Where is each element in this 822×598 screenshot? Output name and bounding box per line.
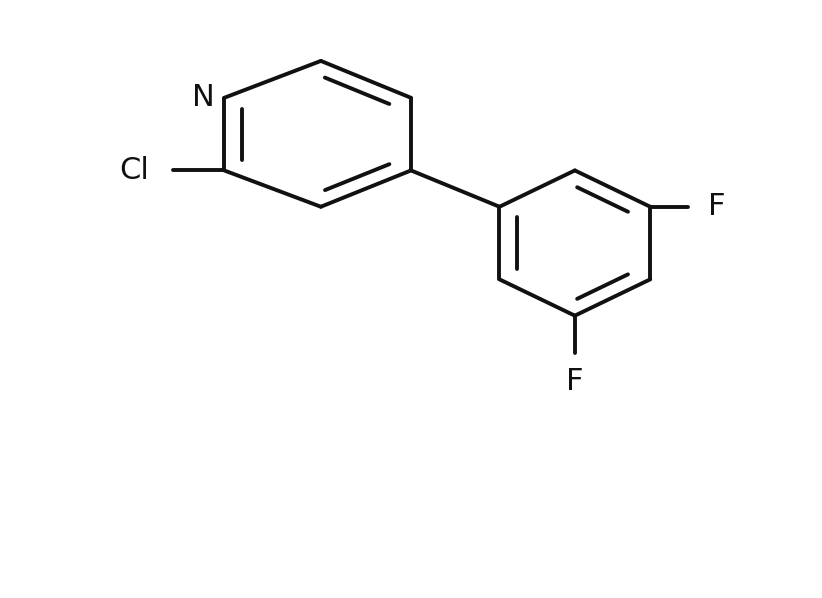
Text: N: N xyxy=(192,83,215,112)
Text: F: F xyxy=(709,192,726,221)
Text: Cl: Cl xyxy=(119,156,149,185)
Text: F: F xyxy=(566,367,584,396)
